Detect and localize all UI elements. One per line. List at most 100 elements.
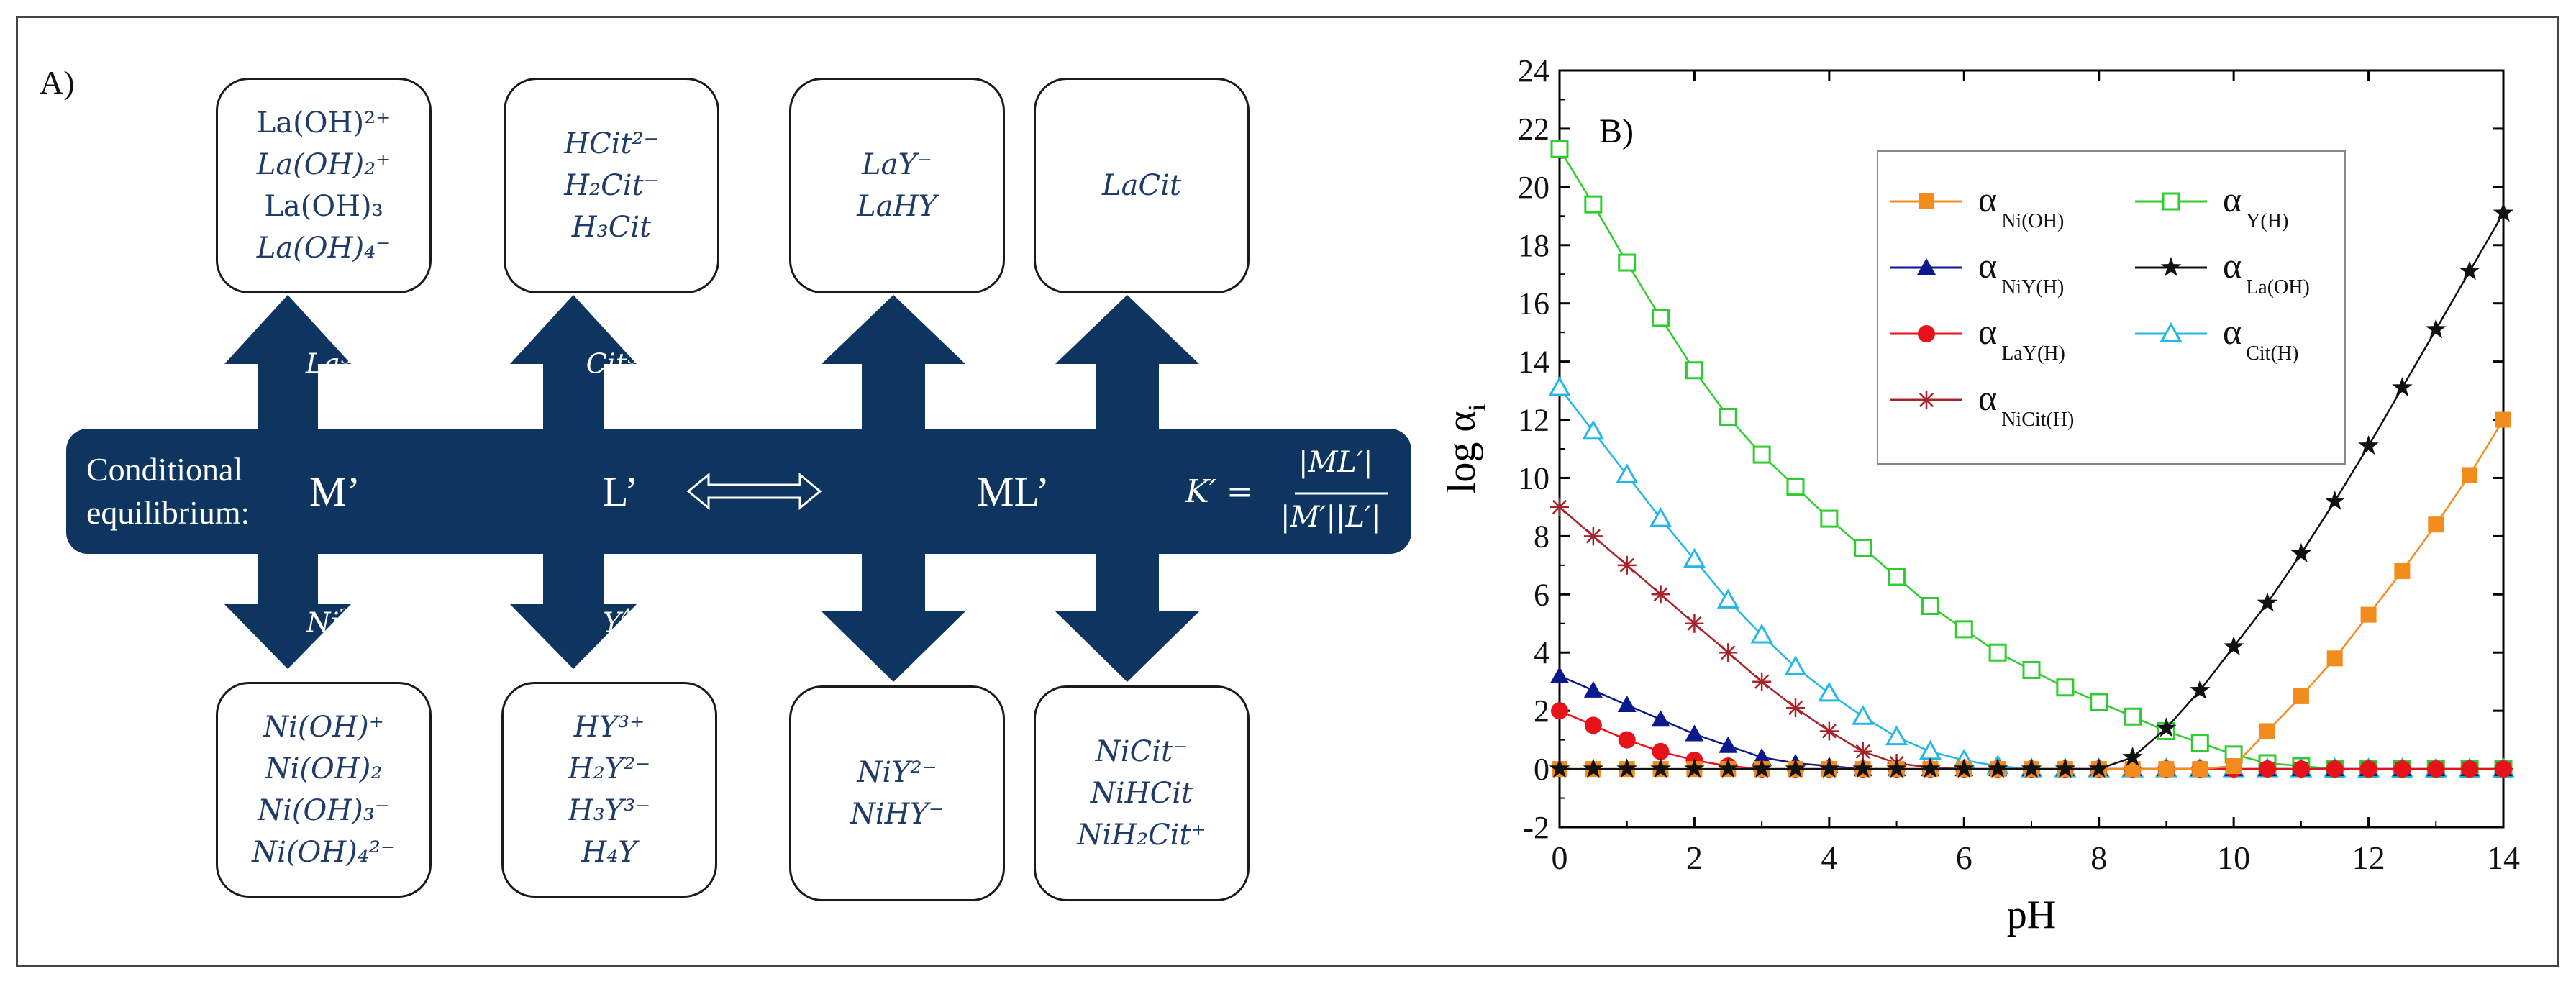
data-point <box>2462 467 2478 483</box>
x-tick-label: 4 <box>1821 839 1837 876</box>
data-point <box>2021 758 2042 778</box>
species: NiH₂Cit⁺ <box>1077 819 1206 852</box>
data-point <box>1685 614 1704 633</box>
data-point <box>1617 555 1637 575</box>
series-ni-oh <box>1552 411 2511 778</box>
arrow-label-cit: Cit3− <box>586 347 655 380</box>
species: La(OH)²⁺ <box>256 106 391 140</box>
reaction-scheme-graphic <box>66 295 1411 682</box>
x-tick-label: 0 <box>1552 839 1568 876</box>
legend-marker <box>1919 193 1934 209</box>
y-tick-label: 14 <box>1518 345 1549 380</box>
data-point <box>1550 497 1569 516</box>
data-point <box>1652 742 1670 760</box>
data-point <box>2190 734 2209 752</box>
data-point <box>1583 680 1603 698</box>
data-point <box>2392 377 2413 397</box>
data-point <box>2495 760 2512 778</box>
cit-charge: 3− <box>627 347 655 368</box>
data-point <box>1852 758 1873 778</box>
species: LaY⁻ <box>862 148 932 181</box>
x-tick-label: 2 <box>1686 839 1703 876</box>
data-point <box>1652 309 1670 327</box>
data-point <box>1921 596 1939 615</box>
data-point <box>2022 661 2041 680</box>
data-point <box>1584 195 1603 214</box>
data-point <box>1785 758 1806 778</box>
data-point <box>2122 746 2143 766</box>
equilibrium-band <box>66 429 1411 554</box>
data-point <box>1650 758 1671 778</box>
data-point <box>2495 411 2511 428</box>
legend-label-subscript: NiCit(H) <box>2001 409 2074 431</box>
box-ni-edta: NiY²⁻ NiHY⁻ <box>789 685 1005 901</box>
data-point <box>2124 707 2142 726</box>
data-point <box>2259 760 2276 778</box>
series-la-oh <box>1549 202 2514 778</box>
y-tick-label: 16 <box>1518 286 1549 322</box>
data-point <box>2090 693 2108 711</box>
y-tick-label: -2 <box>1523 810 1549 845</box>
arrow-label-y: Y4− <box>603 606 648 639</box>
species: LaHY <box>857 190 937 223</box>
species: H₃Cit <box>571 211 652 244</box>
y-tick-label: 20 <box>1518 170 1549 205</box>
data-point <box>1684 758 1705 778</box>
band-equilibrium-label: equilibrium: <box>86 494 250 531</box>
species: H₂Y²⁻ <box>568 752 651 785</box>
data-point <box>1752 672 1772 691</box>
equilibrium-constant-denominator: |M′||L′| <box>1280 501 1381 534</box>
legend-label-subscript: LaY(H) <box>2001 342 2065 365</box>
data-point <box>1819 721 1839 741</box>
species: Ni(OH)⁺ <box>263 711 384 744</box>
data-point <box>1651 710 1670 727</box>
y-charge: 4− <box>621 606 649 627</box>
data-point <box>2358 435 2379 455</box>
data-point <box>2360 606 2377 623</box>
species: HY³⁺ <box>573 711 645 744</box>
y-text: Y <box>603 606 622 639</box>
species: La(OH)₄⁻ <box>256 232 391 265</box>
data-point <box>2459 260 2480 281</box>
species: NiHY⁻ <box>850 798 945 831</box>
legend-label-subscript: Ni(OH) <box>2001 210 2064 232</box>
la-charge: 3+ <box>340 347 368 368</box>
data-point <box>1685 361 1703 380</box>
x-axis-label: pH <box>2007 893 2056 937</box>
band-l-prime: L’ <box>603 468 639 515</box>
y-tick-label: 24 <box>1518 53 1549 88</box>
arrow-down-y <box>510 551 637 669</box>
species: NiY²⁻ <box>857 756 937 789</box>
box-edta-protonated: HY³⁺ H₂Y²⁻ H₃Y³⁻ H₄Y <box>501 682 717 898</box>
data-point <box>1818 681 1841 702</box>
data-point <box>2257 592 2278 612</box>
arrow-up-la <box>224 295 351 432</box>
legend-marker <box>1917 391 1936 409</box>
species: LaCit <box>1102 169 1181 202</box>
arrow-down-ni <box>224 551 351 669</box>
x-tick-label: 8 <box>2090 839 2107 876</box>
figure-frame <box>16 16 2559 967</box>
species: Ni(OH)₄²⁻ <box>252 836 396 869</box>
legend-label-subscript: Cit(H) <box>2246 342 2298 365</box>
data-point <box>1584 716 1602 734</box>
data-point <box>1618 253 1637 272</box>
box-citrate-protonated: HCit²⁻ H₂Cit⁻ H₃Cit <box>504 78 719 293</box>
y-tick-label: 10 <box>1518 460 1549 496</box>
legend-label-subscript: NiY(H) <box>2001 276 2064 299</box>
y-axis-label-subscript: i <box>1464 404 1490 411</box>
species: La(OH)₂⁺ <box>256 148 391 181</box>
data-point <box>1752 445 1771 464</box>
data-point <box>1920 758 1941 778</box>
data-point <box>1583 758 1604 778</box>
species: H₄Y <box>581 836 637 869</box>
data-point <box>2124 761 2141 778</box>
data-point <box>2190 679 2211 699</box>
series-line <box>1560 419 2505 770</box>
legend-marker <box>2160 257 2182 277</box>
y-tick-label: 22 <box>1518 111 1549 147</box>
y-tick-label: 8 <box>1534 519 1549 554</box>
data-point <box>2393 760 2411 778</box>
legend-marker <box>2162 192 2180 211</box>
species: H₃Y³⁻ <box>568 794 651 827</box>
